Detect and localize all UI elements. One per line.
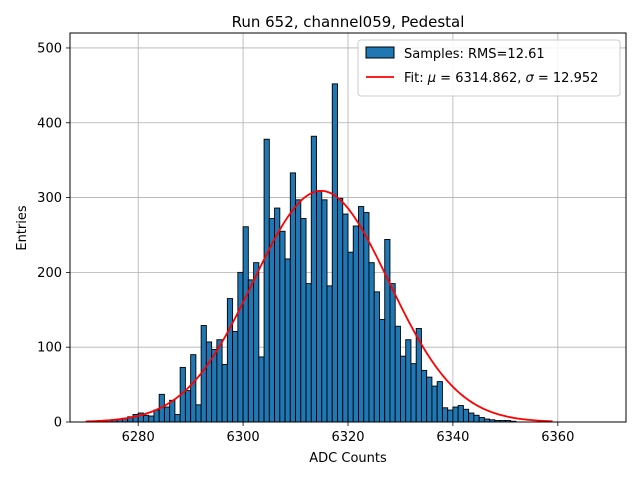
gaussian-fit-curve — [85, 189, 553, 423]
histogram-bar — [410, 363, 417, 423]
histogram-bar — [242, 226, 249, 423]
x-tick-label: 6300 — [227, 430, 260, 445]
legend-fit-prefix: Fit: — [404, 71, 428, 86]
histogram-bar — [363, 212, 370, 423]
histogram-bar — [452, 406, 459, 423]
legend-samples-label: Samples: RMS=12.61 — [404, 47, 545, 62]
histogram-bar — [174, 414, 181, 423]
histogram-bar — [436, 381, 443, 423]
histogram-bar — [310, 135, 317, 423]
histogram-bar — [337, 197, 344, 423]
histogram-bar — [431, 385, 438, 423]
histogram-bar — [468, 412, 475, 423]
histogram-bar — [211, 348, 218, 423]
histogram-bar — [400, 355, 407, 423]
histogram-bar — [405, 339, 412, 423]
histogram-bar — [478, 417, 485, 423]
histogram-bar — [462, 408, 470, 423]
legend-mu-value: = 6314.862, — [436, 71, 525, 86]
histogram-bar — [331, 83, 338, 423]
y-tick-label: 0 — [54, 416, 62, 431]
histogram-bar — [284, 258, 291, 423]
legend-samples-swatch — [365, 46, 395, 59]
y-tick-label: 300 — [37, 191, 62, 206]
histogram-bar — [263, 138, 270, 423]
legend-sigma-value: = 12.952 — [534, 71, 599, 86]
histogram-bar — [163, 406, 171, 423]
histogram-bar — [153, 409, 160, 423]
histogram-bar — [384, 239, 391, 423]
legend-sigma-symbol: σ — [526, 71, 535, 86]
histogram-bar — [184, 390, 192, 423]
legend-mu-symbol: μ — [427, 71, 436, 86]
histogram-bar — [247, 279, 255, 423]
histogram-bar — [457, 405, 464, 423]
histogram-bar — [342, 213, 349, 423]
histogram-bar — [190, 354, 197, 423]
histogram-bar — [232, 331, 239, 423]
y-axis-label: Entries — [15, 205, 30, 251]
histogram-bar — [216, 339, 223, 423]
histogram-bar — [305, 283, 312, 423]
histogram-bar — [347, 251, 354, 423]
histogram-bar — [253, 262, 260, 423]
fit-curve-layer — [85, 189, 553, 423]
histogram-bar — [195, 404, 202, 423]
histogram-bar — [394, 325, 401, 423]
histogram-bar — [368, 262, 375, 423]
histogram-bar — [321, 199, 328, 423]
histogram-bar — [300, 218, 307, 423]
histogram-bar — [326, 285, 333, 423]
x-axis-ticks: 6280 6300 6320 6340 6360 — [122, 422, 574, 445]
histogram-bar — [148, 415, 155, 423]
x-tick-label: 6360 — [541, 430, 574, 445]
histogram-bar — [473, 414, 480, 423]
y-tick-label: 400 — [37, 116, 62, 131]
x-tick-label: 6320 — [331, 430, 364, 445]
legend: Samples: RMS=12.61 Fit: μ = 6314.862, σ … — [357, 39, 621, 97]
histogram-bar — [226, 298, 234, 423]
histogram-bar — [142, 414, 150, 423]
y-tick-label: 100 — [37, 341, 62, 356]
histogram-bar — [358, 206, 365, 423]
histogram-bar — [258, 356, 265, 423]
legend-fit-label: Fit: μ = 6314.862, σ = 12.952 — [404, 71, 598, 86]
y-axis-ticks: 0 100 200 300 400 500 — [37, 41, 70, 431]
histogram-bar — [205, 341, 213, 423]
histogram-bar — [169, 399, 176, 423]
histogram-bar — [295, 199, 302, 423]
histogram-bar — [237, 271, 244, 423]
y-tick-label: 500 — [37, 41, 62, 56]
histogram-bar — [279, 230, 286, 423]
x-tick-label: 6280 — [122, 430, 155, 445]
histogram-bar — [274, 207, 281, 423]
histogram-bar — [221, 363, 228, 423]
x-axis-label: ADC Counts — [309, 451, 387, 466]
x-tick-label: 6340 — [436, 430, 469, 445]
histogram-bar — [447, 409, 454, 423]
histogram-bar — [352, 225, 359, 423]
histogram-bar — [379, 319, 386, 423]
histogram-bars — [95, 83, 517, 423]
histogram-bar — [420, 369, 428, 423]
histogram-bar — [441, 407, 449, 423]
histogram-bar — [316, 190, 323, 423]
legend-box — [357, 39, 621, 97]
chart-title: Run 652, channel059, Pedestal — [232, 13, 465, 31]
histogram-bar — [389, 283, 396, 423]
histogram-bar — [373, 291, 380, 423]
y-tick-label: 200 — [37, 266, 62, 281]
histogram-bar — [426, 376, 433, 423]
